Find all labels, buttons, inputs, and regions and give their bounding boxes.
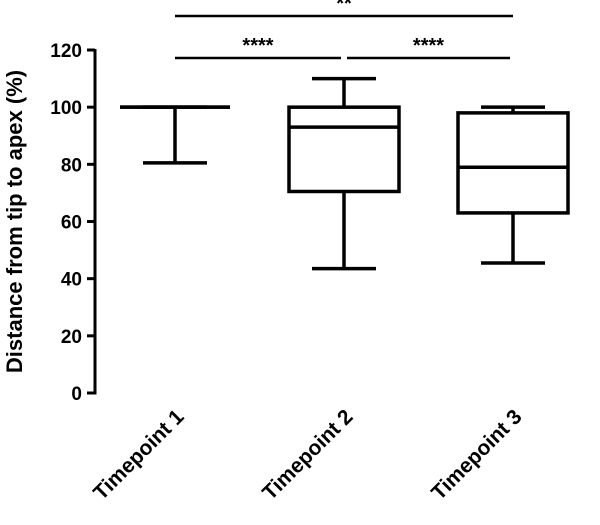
significance-bar: **** xyxy=(175,35,341,60)
box-2 xyxy=(287,76,401,271)
x-category-label: Timepoint 1 xyxy=(89,405,189,505)
box-1 xyxy=(120,105,230,165)
iqr-box xyxy=(287,105,401,194)
significance-label: **** xyxy=(242,35,273,57)
y-axis-ticks: 0 20 40 60 80 100 120 xyxy=(50,41,95,405)
significance-bar: **** xyxy=(347,35,510,60)
y-tick-label: 120 xyxy=(50,41,82,62)
x-axis-labels: Timepoint 1 Timepoint 2 Timepoint 3 xyxy=(89,405,526,505)
x-category-label: Timepoint 3 xyxy=(427,405,526,504)
iqr-box xyxy=(456,111,570,215)
box-3 xyxy=(456,105,570,265)
significance-bar: ** xyxy=(175,0,513,18)
y-tick-label: 0 xyxy=(71,384,82,405)
y-tick-label: 20 xyxy=(61,327,82,348)
significance-label: **** xyxy=(413,35,444,57)
y-axis-title: Distance from tip to apex (%) xyxy=(2,70,27,373)
boxes xyxy=(120,76,570,271)
significance-label: ** xyxy=(336,0,352,15)
significance-bars: ****** **** xyxy=(175,0,513,60)
x-category-label: Timepoint 2 xyxy=(258,405,357,504)
y-tick-label: 100 xyxy=(50,98,82,119)
y-tick-label: 60 xyxy=(61,213,82,234)
y-tick-label: 40 xyxy=(61,270,82,291)
y-tick-label: 80 xyxy=(61,155,82,176)
